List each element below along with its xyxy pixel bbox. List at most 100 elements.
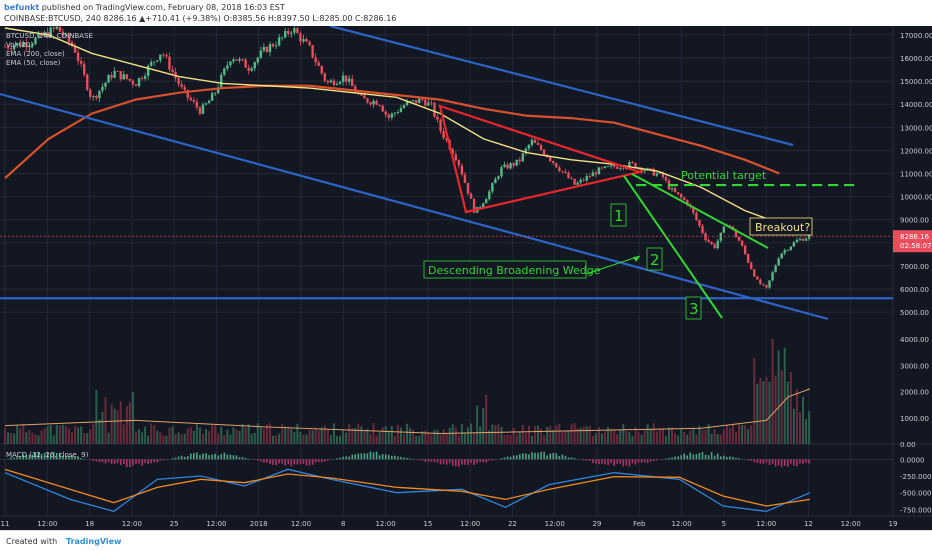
volume-bar — [430, 434, 432, 444]
candle-body — [138, 78, 140, 86]
volume-bar — [98, 420, 100, 444]
candle-body — [482, 203, 484, 207]
macd-histogram-bar — [397, 456, 399, 459]
macd-histogram-bar — [467, 459, 469, 465]
volume-bar — [443, 429, 445, 444]
volume-bar — [38, 436, 40, 444]
candle-body — [95, 96, 97, 98]
macd-histogram-bar — [272, 459, 274, 465]
candle-body — [592, 172, 594, 176]
candle-body — [677, 192, 679, 194]
volume-bar — [379, 432, 381, 444]
candle-body — [610, 165, 612, 166]
macd-histogram-bar — [153, 459, 155, 462]
volume-bar — [458, 436, 460, 444]
volume-bar — [111, 404, 113, 444]
macd-histogram-bar — [230, 455, 232, 460]
volume-bar — [269, 423, 271, 444]
macd-histogram-bar — [464, 459, 466, 464]
candle-body — [717, 241, 719, 248]
macd-histogram-bar — [519, 454, 521, 459]
candle-body — [321, 66, 323, 73]
tradingview-logo[interactable]: TradingView — [66, 537, 121, 546]
volume-bar — [348, 424, 350, 444]
volume-bar — [628, 432, 630, 444]
macd-histogram-bar — [525, 453, 527, 459]
volume-bar — [105, 397, 107, 444]
candle-body — [123, 74, 125, 79]
macd-tick-label: -250.0000 — [900, 473, 932, 481]
volume-bar — [376, 435, 378, 444]
macd-histogram-bar — [376, 452, 378, 460]
macd-histogram-bar — [239, 457, 241, 459]
macd-histogram-bar — [345, 456, 347, 459]
candle-body — [643, 170, 645, 171]
macd-histogram-bar — [181, 456, 183, 460]
volume-bar — [674, 433, 676, 444]
macd-histogram-bar — [461, 459, 463, 464]
time-tick-label: 12:00 — [375, 520, 395, 528]
macd-histogram-bar — [309, 459, 311, 465]
candle-body — [98, 91, 100, 98]
volume-bar — [470, 424, 472, 444]
macd-histogram-bar — [428, 459, 430, 461]
macd-histogram-bar — [190, 454, 192, 460]
candle-body — [254, 62, 256, 68]
volume-bar — [683, 432, 685, 444]
candle-body — [235, 59, 237, 60]
candle-body — [622, 168, 624, 169]
candle-body — [464, 175, 466, 183]
volume-bar — [759, 378, 761, 444]
macd-histogram-bar — [623, 459, 625, 466]
macd-histogram-bar — [735, 458, 737, 459]
volume-bar — [327, 429, 329, 444]
macd-histogram-bar — [549, 454, 551, 460]
volume-bar — [552, 430, 554, 444]
macd-histogram-bar — [668, 458, 670, 459]
macd-histogram-bar — [431, 459, 433, 461]
candle-body — [439, 120, 441, 131]
macd-histogram-bar — [382, 454, 384, 459]
macd-histogram-bar — [175, 458, 177, 460]
time-tick-label: 29 — [593, 520, 602, 528]
price-tick-label: 13000.00 — [900, 124, 932, 132]
author-link[interactable]: befunkt — [4, 3, 39, 12]
created-with-text: Created with — [6, 537, 57, 546]
volume-bar — [363, 431, 365, 444]
candle-body — [391, 114, 393, 118]
volume-bar — [135, 431, 137, 444]
volume-bar — [13, 434, 15, 444]
macd-histogram-bar — [799, 459, 801, 463]
macd-histogram-bar — [479, 459, 481, 462]
price-tick-label: 11000.00 — [900, 171, 932, 179]
volume-bar — [190, 427, 192, 444]
volume-bar — [656, 431, 658, 444]
macd-histogram-bar — [650, 459, 652, 461]
macd-histogram-bar — [501, 458, 503, 459]
volume-bar — [77, 428, 79, 444]
macd-histogram-bar — [406, 458, 408, 459]
macd-histogram-bar — [178, 457, 180, 460]
candle-body — [631, 162, 633, 163]
volume-bar — [89, 429, 91, 444]
volume-bar — [239, 431, 241, 444]
macd-histogram-bar — [790, 459, 792, 463]
volume-bar — [705, 430, 707, 444]
volume-bar — [41, 430, 43, 444]
macd-histogram-bar — [303, 459, 305, 464]
macd-histogram-bar — [665, 459, 667, 460]
chart-header: befunkt published on TradingView.com, Fe… — [0, 0, 932, 26]
macd-histogram-bar — [674, 457, 676, 460]
candle-body — [366, 98, 368, 102]
candle-body — [747, 254, 749, 263]
volume-bar — [732, 425, 734, 444]
volume-bar — [598, 427, 600, 444]
candle-body — [674, 188, 676, 192]
macd-histogram-bar — [160, 459, 162, 460]
candle-body — [579, 180, 581, 183]
macd-histogram-bar — [361, 453, 363, 459]
macd-histogram-bar — [632, 459, 634, 463]
volume-bar — [601, 434, 603, 444]
